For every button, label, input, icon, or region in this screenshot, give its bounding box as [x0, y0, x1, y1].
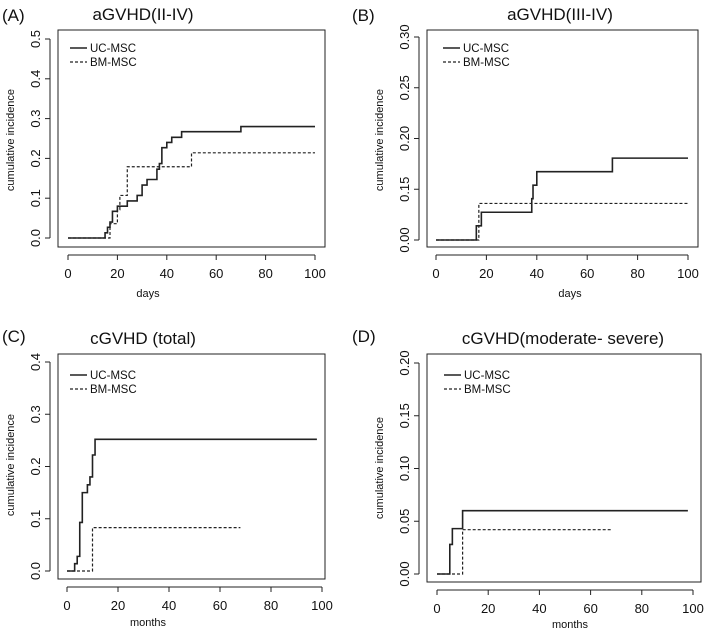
y-tick-label: 0.15 [397, 403, 412, 428]
x-tick-label: 40 [530, 266, 544, 281]
series-line-bm-msc [67, 527, 241, 572]
plot-frame [426, 29, 699, 248]
x-tick-label: 20 [111, 598, 125, 613]
chart-title: cGVHD (total) [90, 329, 196, 348]
panel-label: (A) [2, 6, 25, 25]
series-line-bm-msc [436, 202, 688, 241]
y-tick-label: 0.10 [397, 456, 412, 481]
x-tick-label: 20 [481, 601, 495, 616]
y-tick-label: 0.5 [28, 30, 43, 48]
legend-label: BM-MSC [464, 384, 511, 396]
x-tick-label: 20 [110, 266, 124, 281]
x-tick-label: 60 [209, 266, 223, 281]
plot-frame [426, 353, 702, 583]
legend-label: UC-MSC [463, 43, 509, 55]
legend-label: UC-MSC [90, 43, 136, 55]
x-tick-label: 40 [160, 266, 174, 281]
legend-label: UC-MSC [90, 370, 136, 382]
x-tick-label: 80 [264, 598, 278, 613]
x-tick-label: 0 [63, 598, 70, 613]
series-line-bm-msc [437, 529, 612, 575]
y-tick-label: 0.2 [28, 149, 43, 167]
panel-a: (A) aGVHD(II-IV) 0 20 40 60 80 100 days 0.0 0.1 0.2… [2, 5, 326, 300]
x-tick-label: 20 [479, 266, 493, 281]
y-tick-label: 0.1 [28, 189, 43, 207]
y-tick-label: 0.05 [397, 509, 412, 534]
x-tick-label: 60 [580, 266, 594, 281]
x-tick-label: 100 [304, 266, 326, 281]
y-tick-label: 0.00 [397, 227, 412, 252]
x-tick-label: 0 [432, 266, 439, 281]
x-tick-label: 100 [677, 266, 699, 281]
x-tick-label: 60 [213, 598, 227, 613]
chart-title: cGVHD(moderate- severe) [462, 329, 664, 348]
chart-title: aGVHD(III-IV) [507, 5, 613, 24]
x-tick-label: 40 [532, 601, 546, 616]
legend-label: UC-MSC [464, 370, 510, 382]
y-axis-label: cumulative incidence [374, 89, 386, 191]
panel-b: (B) aGVHD(III-IV) 0 20 40 60 80 100 days 0.00 0.15… [352, 5, 699, 300]
y-tick-label: 0.20 [397, 350, 412, 375]
y-axis-label: cumulative incidence [374, 417, 386, 519]
series-line-bm-msc [68, 152, 315, 239]
panel-c: (C) cGVHD (total) 0 20 40 60 80 100 months 0.0 0.1… [2, 327, 333, 629]
x-axis-label: days [558, 288, 582, 300]
x-tick-label: 80 [258, 266, 272, 281]
y-tick-label: 0.0 [28, 562, 43, 580]
x-tick-label: 100 [311, 598, 333, 613]
y-tick-label: 0.25 [397, 75, 412, 100]
x-tick-label: 80 [630, 266, 644, 281]
series-line-uc-msc [67, 438, 317, 572]
y-tick-label: 0.4 [28, 353, 43, 371]
panel-label: (C) [2, 327, 26, 346]
x-tick-label: 60 [583, 601, 597, 616]
x-tick-label: 40 [162, 598, 176, 613]
y-tick-label: 0.3 [28, 110, 43, 128]
x-axis-label: days [136, 288, 160, 300]
legend-label: BM-MSC [90, 384, 137, 396]
x-tick-label: 100 [682, 601, 704, 616]
y-tick-label: 0.00 [397, 561, 412, 586]
y-tick-label: 0.2 [28, 457, 43, 475]
series-line-uc-msc [68, 125, 315, 239]
y-tick-label: 0.20 [397, 126, 412, 151]
y-tick-label: 0.4 [28, 70, 43, 88]
y-axis-label: cumulative incidence [5, 414, 17, 516]
series-line-uc-msc [436, 157, 688, 241]
panel-label: (D) [352, 327, 376, 346]
panel-label: (B) [352, 6, 375, 25]
y-tick-label: 0.30 [397, 24, 412, 49]
chart-title: aGVHD(II-IV) [92, 5, 193, 24]
x-tick-label: 0 [64, 266, 71, 281]
y-tick-label: 0.3 [28, 405, 43, 423]
plot-frame [57, 29, 326, 248]
legend-label: BM-MSC [90, 57, 137, 69]
y-tick-label: 0.15 [397, 177, 412, 202]
x-tick-label: 0 [433, 601, 440, 616]
y-tick-label: 0.1 [28, 510, 43, 528]
series-line-uc-msc [437, 509, 688, 575]
panel-d: (D) cGVHD(moderate- severe) 0 20 40 60 80 100 mo… [352, 327, 704, 631]
x-axis-label: months [552, 619, 589, 631]
plot-frame [57, 353, 326, 580]
x-tick-label: 80 [635, 601, 649, 616]
legend-label: BM-MSC [463, 57, 510, 69]
y-tick-label: 0.0 [28, 229, 43, 247]
x-axis-label: months [130, 617, 167, 629]
y-axis-label: cumulative incidence [5, 89, 17, 191]
